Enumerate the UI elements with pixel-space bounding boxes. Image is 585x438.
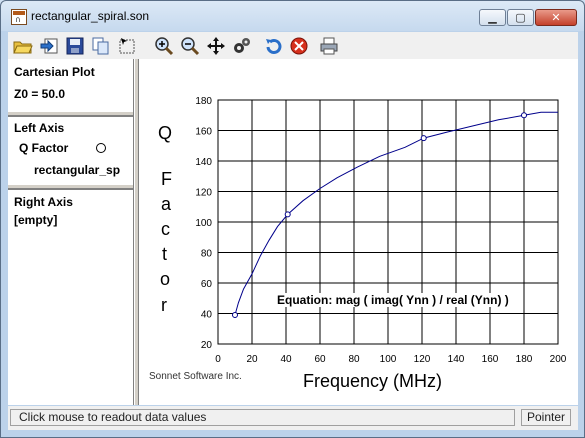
left-axis-item[interactable]: Q Factor — [19, 141, 69, 155]
settings-button[interactable] — [232, 36, 252, 56]
y-title-letter: Q — [158, 123, 173, 143]
close-button[interactable]: ✕ — [535, 9, 577, 26]
axis-info-panel: Cartesian Plot Z0 = 50.0 Left Axis Q Fac… — [8, 59, 134, 405]
import-arrow-icon — [40, 38, 58, 54]
pane-splitter[interactable] — [134, 59, 139, 405]
window-title: rectangular_spiral.son — [31, 9, 150, 23]
select-area-button[interactable] — [117, 36, 137, 56]
q-factor-chart[interactable]: 0 20 40 60 80 100 120 140 160 180 2002040608010012… — [139, 59, 578, 405]
x-tick-label: 120 — [414, 354, 431, 365]
refresh-button[interactable] — [263, 36, 283, 56]
right-axis-header: Right Axis — [14, 195, 73, 209]
folder-icon — [13, 41, 33, 54]
open-file-button[interactable] — [13, 36, 33, 56]
minimize-icon: ▁ — [488, 11, 497, 24]
y-tick-label: 160 — [195, 127, 212, 138]
y-title-letter: a — [161, 194, 172, 214]
maximize-icon: ▢ — [515, 11, 526, 24]
status-bar: Click mouse to readout data values Point… — [8, 406, 578, 430]
client-area: Cartesian Plot Z0 = 50.0 Left Axis Q Fac… — [8, 59, 578, 405]
import-button[interactable] — [39, 36, 59, 56]
x-axis-title: Frequency (MHz) — [303, 371, 443, 391]
left-axis-file[interactable]: rectangular_sp — [34, 163, 121, 177]
zoom-out-button[interactable] — [180, 36, 200, 56]
stop-icon — [290, 37, 308, 55]
x-tick-label: 200 — [550, 354, 567, 365]
toolbar — [8, 32, 578, 60]
data-point-marker — [420, 135, 427, 142]
pan-arrows-icon — [207, 37, 225, 55]
data-point-marker — [284, 211, 291, 218]
zoom-out-icon — [181, 37, 200, 56]
q-factor-line — [234, 111, 558, 316]
x-tick-label: 160 — [482, 354, 499, 365]
print-button[interactable] — [319, 36, 339, 56]
save-button[interactable] — [65, 36, 85, 56]
plot-type-label: Cartesian Plot — [14, 65, 95, 79]
gear-icon — [234, 38, 250, 53]
section-divider[interactable] — [8, 111, 133, 117]
x-tick-label: 20 — [246, 354, 258, 365]
y-tick-label: 120 — [195, 188, 212, 199]
circle-marker-icon — [96, 143, 106, 153]
app-icon[interactable]: ∩ — [11, 9, 27, 25]
left-axis-header: Left Axis — [14, 121, 65, 135]
y-title-letter: r — [161, 295, 167, 315]
x-tick-label: 100 — [380, 354, 397, 365]
maximize-button[interactable]: ▢ — [507, 9, 534, 26]
y-title-letter: c — [161, 219, 170, 239]
right-axis-value: [empty] — [14, 213, 58, 227]
y-tick-label: 140 — [195, 157, 212, 168]
y-tick-label: 40 — [201, 310, 213, 321]
x-tick-label: 80 — [348, 354, 360, 365]
x-tick-label: 140 — [448, 354, 465, 365]
stop-button[interactable] — [289, 36, 309, 56]
equation-label: Equation: mag ( imag( Ynn ) / real (Ynn)… — [277, 293, 509, 307]
printer-icon — [320, 37, 338, 55]
data-point-marker — [232, 312, 238, 319]
status-message: Click mouse to readout data values — [10, 409, 515, 426]
y-title-letter: t — [162, 244, 168, 264]
zoom-in-icon — [155, 37, 174, 56]
x-tick-label: 60 — [314, 354, 326, 365]
y-tick-label: 180 — [195, 96, 212, 107]
y-title-letter: F — [161, 169, 172, 189]
zoom-in-button[interactable] — [154, 36, 174, 56]
x-tick-label: 40 — [280, 354, 292, 365]
plot-area[interactable]: Q F a c t o r 0 20 40 60 80 100 120 140 160 180 20… — [139, 59, 578, 405]
y-title-letter: o — [160, 269, 171, 289]
title-bar[interactable]: ∩ rectangular_spiral.son ▁ ▢ ✕ — [1, 1, 584, 31]
pan-button[interactable] — [206, 36, 226, 56]
x-tick-label: 0 — [215, 354, 221, 365]
y-tick-label: 100 — [195, 218, 212, 229]
y-tick-label: 20 — [201, 340, 213, 351]
pointer-mode[interactable]: Pointer — [521, 409, 571, 426]
section-divider[interactable] — [8, 184, 133, 190]
y-tick-label: 80 — [201, 249, 213, 260]
copy-icon — [92, 37, 109, 55]
floppy-icon — [66, 37, 84, 55]
x-tick-label: 180 — [516, 354, 533, 365]
minimize-button[interactable]: ▁ — [479, 9, 506, 26]
copy-button[interactable] — [91, 36, 111, 56]
close-icon: ✕ — [551, 11, 561, 24]
y-tick-label: 60 — [201, 279, 213, 290]
refresh-icon — [266, 39, 282, 54]
z0-label: Z0 = 50.0 — [14, 87, 66, 101]
data-point-marker — [521, 112, 527, 119]
credit-label: Sonnet Software Inc. — [149, 371, 242, 382]
select-icon — [119, 38, 135, 54]
